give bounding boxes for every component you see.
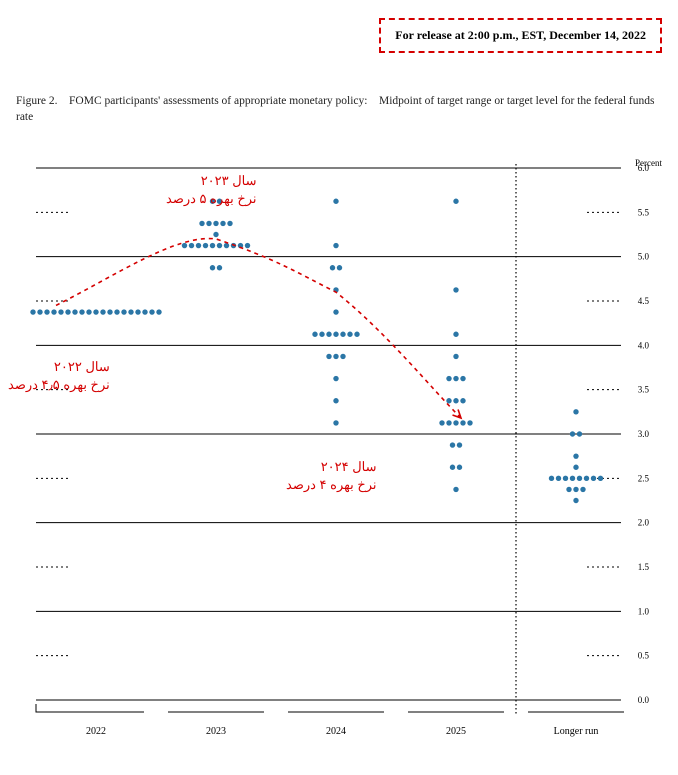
annotation-a2022: سال ۲۰۲۲نرخ بهره ۴٫۵ درصد (8, 358, 110, 393)
svg-text:4.0: 4.0 (638, 340, 650, 350)
figure-caption: Figure 2. FOMC participants' assessments… (16, 94, 662, 125)
svg-text:1.0: 1.0 (638, 606, 650, 616)
svg-text:4.5: 4.5 (638, 296, 650, 306)
svg-text:3.0: 3.0 (638, 429, 650, 439)
svg-text:2.5: 2.5 (638, 473, 650, 483)
svg-text:Longer run: Longer run (554, 726, 599, 737)
svg-text:5.5: 5.5 (638, 207, 650, 217)
svg-text:2022: 2022 (86, 726, 106, 737)
chart-svg: 0.00.51.01.52.02.53.03.54.04.55.05.56.02… (16, 160, 662, 740)
release-banner: For release at 2:00 p.m., EST, December … (379, 18, 662, 53)
svg-text:1.5: 1.5 (638, 562, 650, 572)
svg-text:2025: 2025 (446, 726, 466, 737)
annotation-a2024: سال ۲۰۲۴نرخ بهره ۴ درصد (286, 458, 377, 493)
svg-text:2024: 2024 (326, 726, 346, 737)
svg-text:5.0: 5.0 (638, 252, 650, 262)
svg-text:2023: 2023 (206, 726, 226, 737)
annotation-a2023: سال ۲۰۲۳نرخ بهره ۵ درصد (166, 172, 257, 207)
svg-text:0.0: 0.0 (638, 695, 650, 705)
y-axis-label: Percent (635, 158, 662, 168)
svg-text:2.0: 2.0 (638, 518, 650, 528)
svg-text:3.5: 3.5 (638, 385, 650, 395)
svg-text:0.5: 0.5 (638, 651, 650, 661)
dot-plot-chart: Percent 0.0 0.5 1.0 1.5 2.0 2.5 3.0 3.5 4.0 4.5 5.… (16, 160, 662, 760)
